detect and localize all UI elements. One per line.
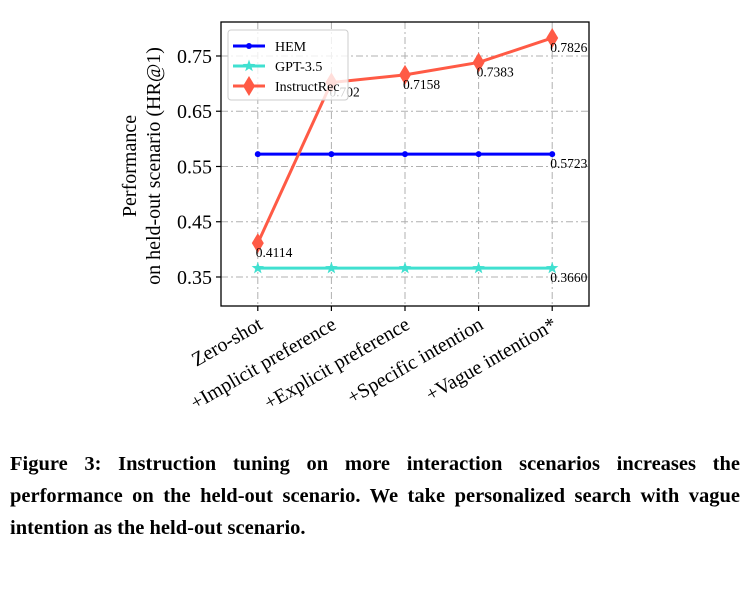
legend-marker: [246, 43, 252, 49]
legend-marker: [242, 59, 256, 72]
legend-label: InstructRec: [275, 80, 340, 95]
data-point: [398, 261, 412, 274]
data-label: 0.3660: [550, 270, 587, 285]
data-point: [399, 64, 411, 85]
data-point: [549, 151, 556, 158]
line-chart: 0.35 0.45 0.55 0.65 0.75 Zero-shot+Implicit …: [119, 21, 590, 414]
data-point: [254, 151, 261, 158]
series-hem: [254, 151, 556, 158]
data-label: 0.5723: [550, 156, 587, 171]
y-tick-label: 0.35: [177, 267, 212, 289]
series-gpt-3-5: [251, 261, 559, 274]
data-point: [472, 52, 485, 73]
y-tick-label: 0.45: [177, 212, 212, 234]
data-point: [472, 261, 485, 274]
data-point: [546, 261, 559, 274]
data-point: [328, 151, 335, 158]
data-label: 0.7826: [550, 40, 587, 55]
y-tick-label: 0.75: [177, 46, 212, 68]
data-point: [475, 151, 482, 158]
data-point: [325, 261, 338, 274]
data-label: 0.4114: [256, 245, 293, 260]
legend-label: GPT-3.5: [275, 60, 322, 75]
y-tick-label: 0.65: [177, 101, 212, 123]
data-point: [251, 261, 264, 274]
data-point: [251, 233, 264, 254]
figure-caption: Figure 3: Instruction tuning on more int…: [10, 453, 740, 539]
x-tick-label: +Vague intention*: [422, 313, 561, 406]
data-label: 0.7158: [403, 77, 440, 92]
legend-label: HEM: [275, 40, 307, 55]
data-point: [546, 27, 559, 48]
y-axis-label-line1: Performance: [119, 115, 141, 217]
x-axis: Zero-shot+Implicit preference+Explicit p…: [187, 306, 561, 414]
data-label: 0.7383: [477, 64, 514, 79]
y-axis-label-line2: on held-out scenario (HR@1): [143, 47, 165, 285]
data-point: [402, 151, 408, 158]
y-axis: 0.35 0.45 0.55 0.65 0.75: [177, 46, 221, 289]
legend-marker: [243, 76, 255, 96]
y-tick-label: 0.55: [177, 156, 212, 178]
plot-frame: [220, 21, 590, 307]
legend: HEM GPT-3.5 InstructRec: [227, 29, 349, 101]
